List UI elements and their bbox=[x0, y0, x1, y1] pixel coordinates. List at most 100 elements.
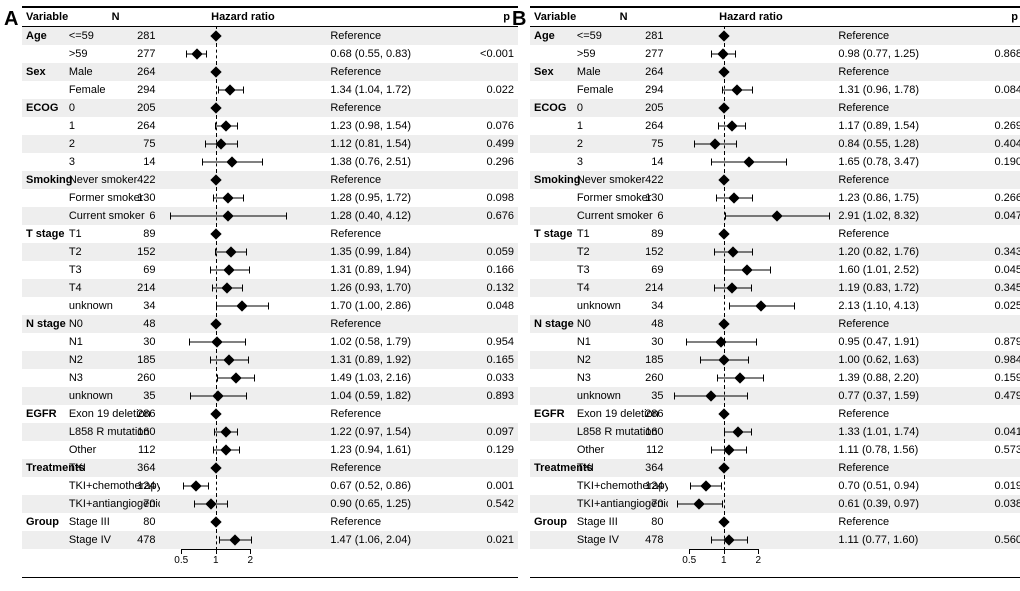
cell-ci: 1.11 (0.78, 1.56) bbox=[834, 441, 960, 459]
cell-variable bbox=[530, 207, 573, 225]
cell-forest bbox=[668, 315, 835, 333]
table-row: T21521.20 (0.82, 1.76)0.343 bbox=[530, 243, 1020, 261]
cell-variable bbox=[22, 153, 65, 171]
cell-forest bbox=[668, 207, 835, 225]
cell-p: 0.129 bbox=[453, 441, 518, 459]
axis-tick-label: 1 bbox=[721, 555, 727, 566]
cell-p bbox=[453, 171, 518, 189]
cell-n: 30 bbox=[108, 333, 160, 351]
cell-level: 0 bbox=[573, 99, 616, 117]
cell-level: N0 bbox=[573, 315, 616, 333]
cell-variable bbox=[530, 261, 573, 279]
cell-p bbox=[961, 315, 1020, 333]
cell-level: unknown bbox=[573, 387, 616, 405]
table-row: TreatmentsTKI364Reference bbox=[530, 459, 1020, 477]
cell-ci: 0.67 (0.52, 0.86) bbox=[326, 477, 452, 495]
cell-p: 0.343 bbox=[961, 243, 1020, 261]
table-row: TKI+antiangiogenic therapy700.61 (0.39, … bbox=[530, 495, 1020, 513]
table-row: T21521.35 (0.99, 1.84)0.059 bbox=[22, 243, 518, 261]
cell-variable: ECOG bbox=[530, 99, 573, 117]
cell-ci: 1.28 (0.95, 1.72) bbox=[326, 189, 452, 207]
cell-forest bbox=[160, 81, 327, 99]
cell-n: 185 bbox=[616, 351, 668, 369]
cell-ci: 1.33 (1.01, 1.74) bbox=[834, 423, 960, 441]
cell-level: N3 bbox=[573, 369, 616, 387]
cell-ci: 0.95 (0.47, 1.91) bbox=[834, 333, 960, 351]
cell-variable bbox=[530, 279, 573, 297]
cell-p: 0.984 bbox=[961, 351, 1020, 369]
cell-ci: 1.34 (1.04, 1.72) bbox=[326, 81, 452, 99]
cell-variable bbox=[22, 117, 65, 135]
cell-variable: Treatments bbox=[530, 459, 573, 477]
cell-level: Current smoker bbox=[573, 207, 616, 225]
col-header-ci bbox=[834, 7, 960, 27]
cell-forest bbox=[668, 531, 835, 549]
cell-forest bbox=[160, 405, 327, 423]
cell-level: N1 bbox=[573, 333, 616, 351]
cell-forest bbox=[160, 153, 327, 171]
cell-p: 0.022 bbox=[453, 81, 518, 99]
table-row: SexMale264Reference bbox=[530, 63, 1020, 81]
cell-p: 0.165 bbox=[453, 351, 518, 369]
cell-forest bbox=[668, 63, 835, 81]
cell-ci: 1.00 (0.62, 1.63) bbox=[834, 351, 960, 369]
cell-p: 0.041 bbox=[961, 423, 1020, 441]
cell-n: 75 bbox=[108, 135, 160, 153]
cell-variable bbox=[530, 531, 573, 549]
cell-ci: 1.23 (0.98, 1.54) bbox=[326, 117, 452, 135]
cell-variable bbox=[530, 369, 573, 387]
cell-level: TKI+antiangiogenic therapy bbox=[573, 495, 616, 513]
cell-p: 0.048 bbox=[453, 297, 518, 315]
table-row: Other1121.23 (0.94, 1.61)0.129 bbox=[22, 441, 518, 459]
table-row: N21851.00 (0.62, 1.63)0.984 bbox=[530, 351, 1020, 369]
cell-variable bbox=[22, 81, 65, 99]
cell-n: 112 bbox=[108, 441, 160, 459]
cell-forest bbox=[668, 441, 835, 459]
cell-p: 0.098 bbox=[453, 189, 518, 207]
cell-n: 214 bbox=[616, 279, 668, 297]
panel-label-b: B bbox=[512, 8, 526, 31]
forest-table: VariableNHazard ratiopAge<=59281Referenc… bbox=[22, 6, 518, 578]
cell-variable: Treatments bbox=[22, 459, 65, 477]
cell-variable: T stage bbox=[530, 225, 573, 243]
x-axis: 0.512 bbox=[160, 549, 327, 578]
cell-p: 0.059 bbox=[453, 243, 518, 261]
cell-forest bbox=[160, 99, 327, 117]
cell-p: 0.266 bbox=[961, 189, 1020, 207]
cell-forest bbox=[160, 531, 327, 549]
cell-level: T1 bbox=[65, 225, 108, 243]
table-row: unknown342.13 (1.10, 4.13)0.025 bbox=[530, 297, 1020, 315]
x-axis: 0.512 bbox=[668, 549, 835, 578]
cell-ci: Reference bbox=[834, 27, 960, 46]
table-row: T stageT189Reference bbox=[22, 225, 518, 243]
cell-n: 205 bbox=[616, 99, 668, 117]
table-row: Stage IV4781.11 (0.77, 1.60)0.560 bbox=[530, 531, 1020, 549]
cell-p bbox=[961, 99, 1020, 117]
cell-forest bbox=[668, 513, 835, 531]
cell-p: 0.573 bbox=[961, 441, 1020, 459]
cell-n: 364 bbox=[616, 459, 668, 477]
cell-ci: 1.31 (0.89, 1.94) bbox=[326, 261, 452, 279]
cell-ci: Reference bbox=[834, 225, 960, 243]
cell-ci: 1.20 (0.82, 1.76) bbox=[834, 243, 960, 261]
table-row: Former smoker1301.23 (0.86, 1.75)0.266 bbox=[530, 189, 1020, 207]
cell-n: 277 bbox=[108, 45, 160, 63]
table-row: unknown341.70 (1.00, 2.86)0.048 bbox=[22, 297, 518, 315]
cell-ci: Reference bbox=[326, 99, 452, 117]
cell-n: 89 bbox=[616, 225, 668, 243]
cell-variable bbox=[22, 423, 65, 441]
cell-ci: 1.22 (0.97, 1.54) bbox=[326, 423, 452, 441]
cell-ci: Reference bbox=[834, 459, 960, 477]
col-header-hr: Hazard ratio bbox=[668, 7, 835, 27]
cell-ci: 1.12 (0.81, 1.54) bbox=[326, 135, 452, 153]
cell-p: 0.159 bbox=[961, 369, 1020, 387]
cell-variable bbox=[22, 351, 65, 369]
table-row: GroupStage III80Reference bbox=[22, 513, 518, 531]
cell-forest bbox=[160, 369, 327, 387]
cell-level: Stage III bbox=[573, 513, 616, 531]
cell-variable bbox=[22, 45, 65, 63]
cell-p bbox=[961, 459, 1020, 477]
table-row: ECOG0205Reference bbox=[530, 99, 1020, 117]
table-row: Female2941.31 (0.96, 1.78)0.084 bbox=[530, 81, 1020, 99]
cell-level: 2 bbox=[573, 135, 616, 153]
